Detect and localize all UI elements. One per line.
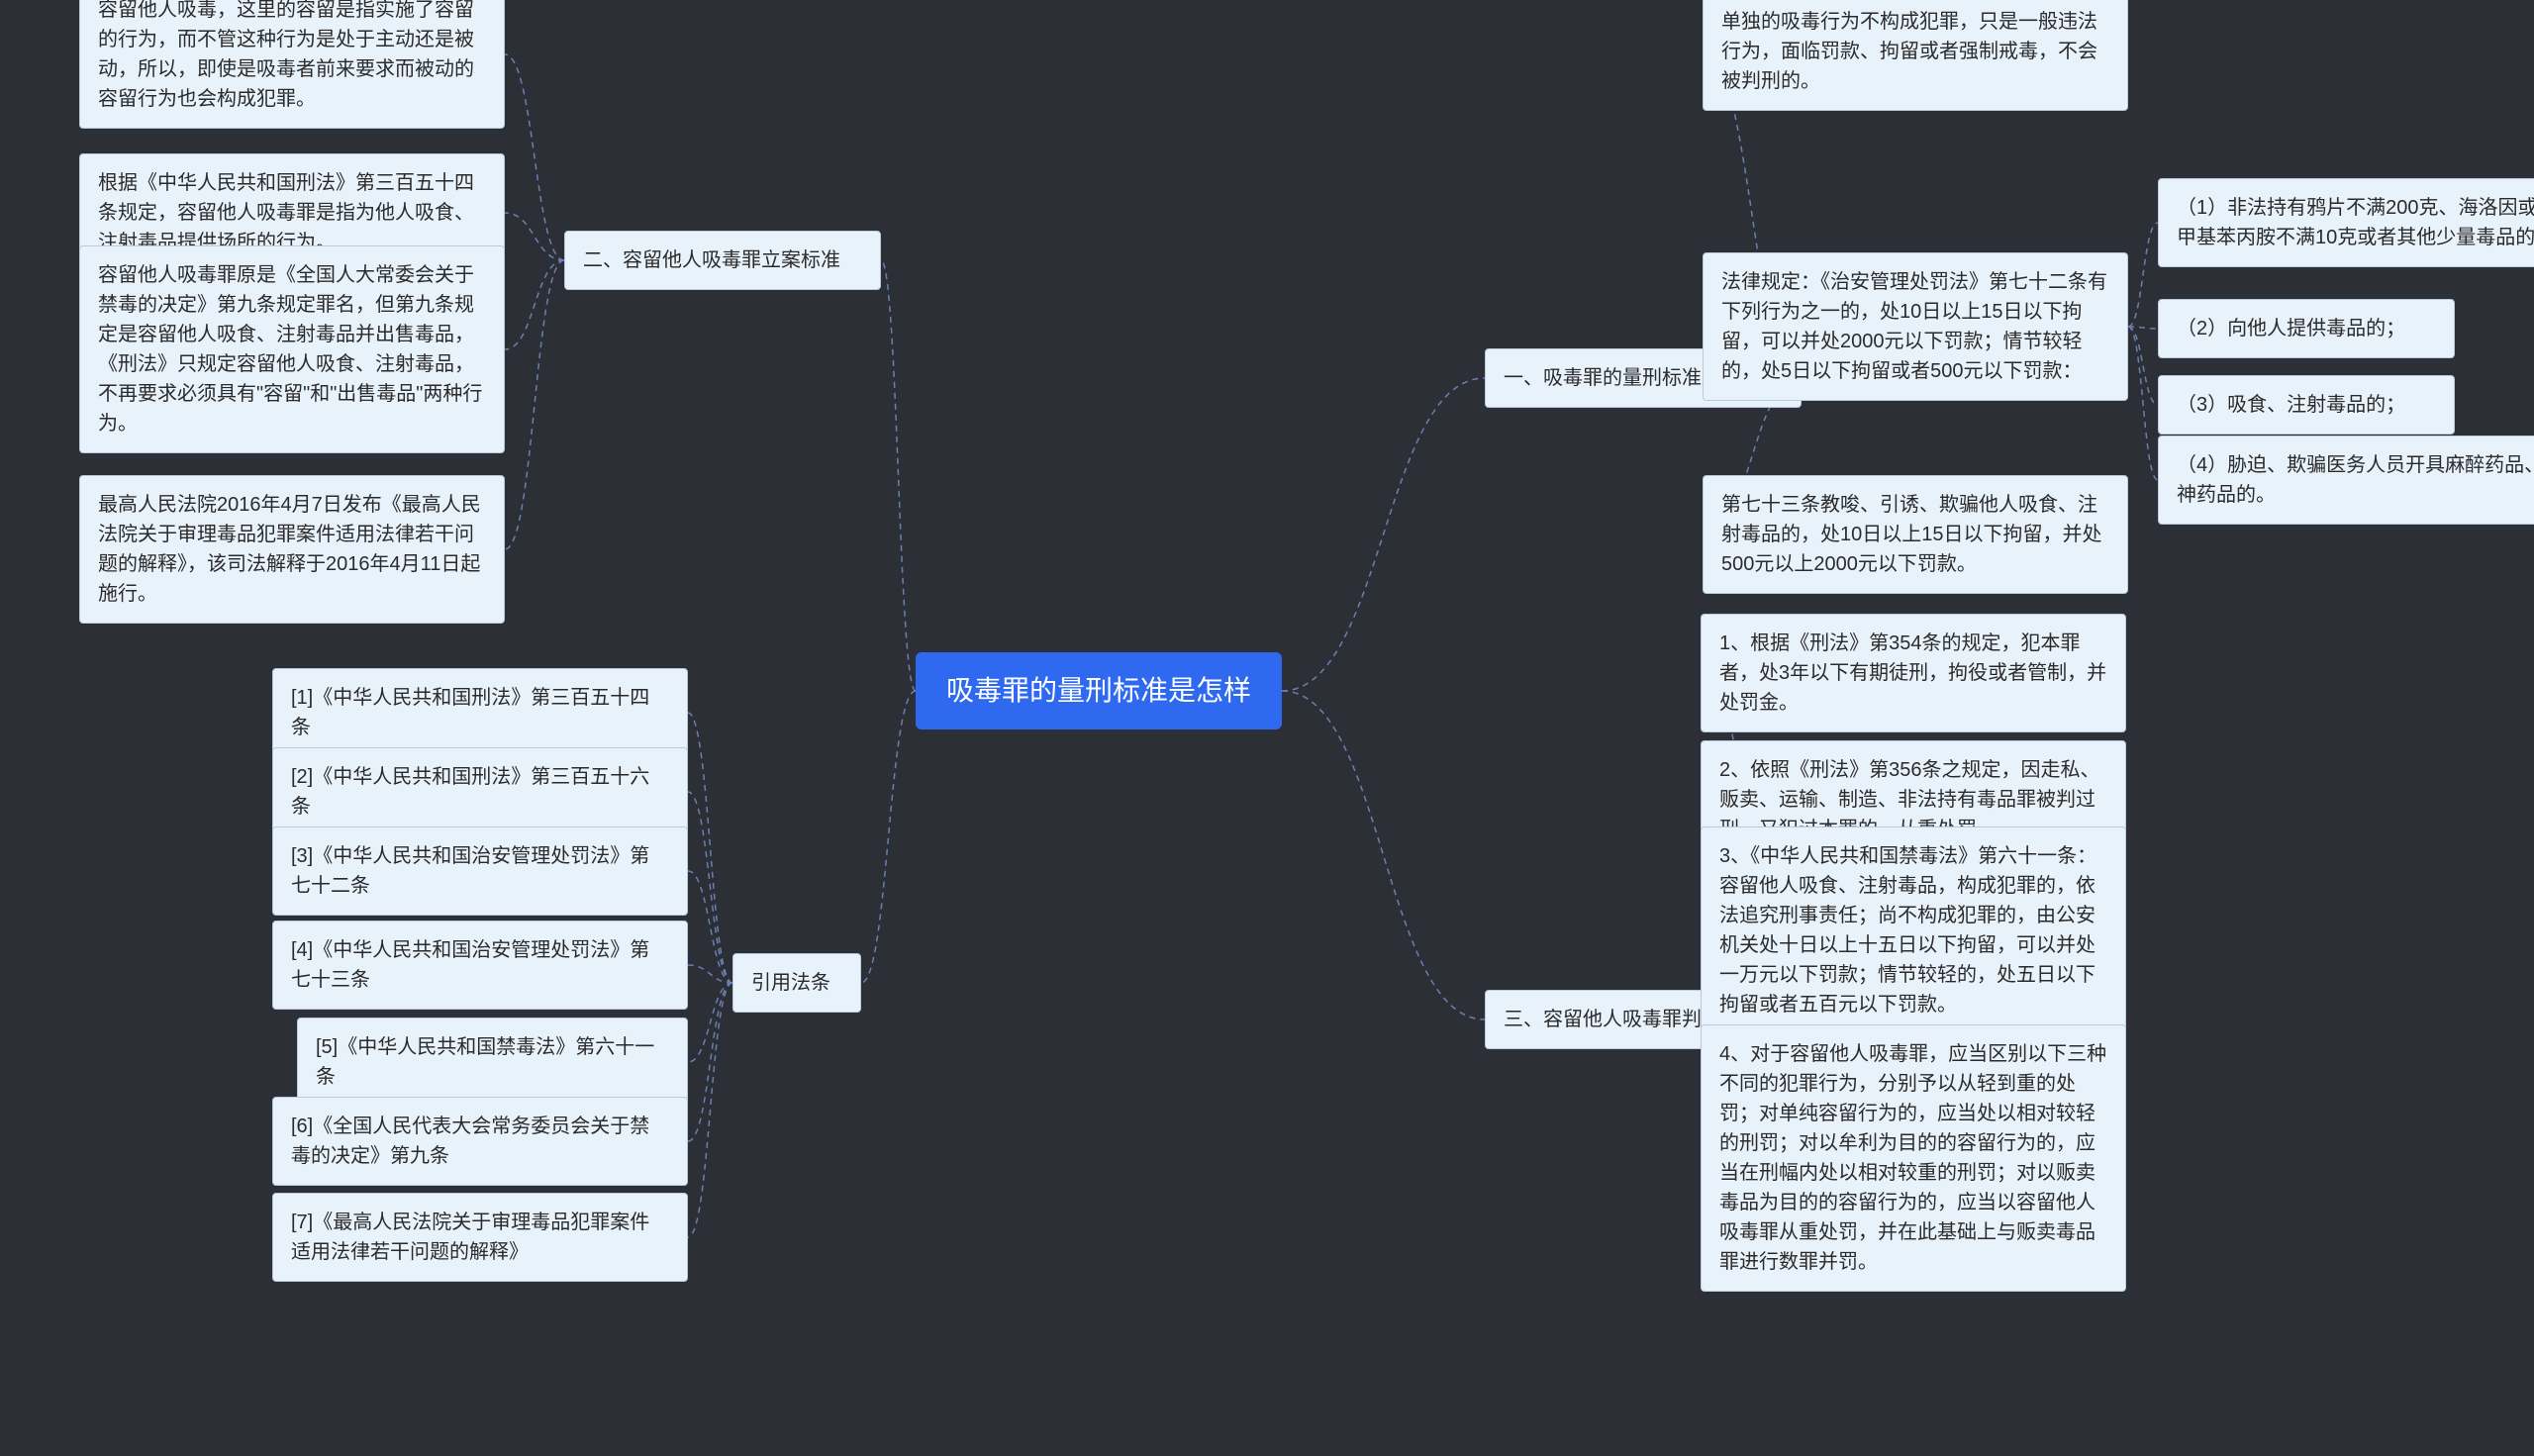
node-label: [3]《中华人民共和国治安管理处罚法》第七十二条 bbox=[291, 845, 649, 897]
branch-1-child-2-sub-2[interactable]: （2）向他人提供毒品的； bbox=[2158, 299, 2455, 358]
branch-1-child-3[interactable]: 第七十三条教唆、引诱、欺骗他人吸食、注射毒品的，处10日以上15日以下拘留，并处… bbox=[1703, 475, 2128, 594]
node-label: （1）非法持有鸦片不满200克、海洛因或者甲基苯丙胺不满10克或者其他少量毒品的… bbox=[2177, 197, 2534, 248]
branch-3-child-4[interactable]: 4、对于容留他人吸毒罪，应当区别以下三种不同的犯罪行为，分别予以从轻到重的处罚；… bbox=[1701, 1024, 2126, 1292]
branch-2[interactable]: 二、容留他人吸毒罪立案标准 bbox=[564, 231, 881, 290]
branch-4-child-1[interactable]: [1]《中华人民共和国刑法》第三百五十四条 bbox=[272, 668, 688, 757]
node-label: 法律规定：《治安管理处罚法》第七十二条有下列行为之一的，处10日以上15日以下拘… bbox=[1721, 271, 2107, 382]
branch-1-child-2[interactable]: 法律规定：《治安管理处罚法》第七十二条有下列行为之一的，处10日以上15日以下拘… bbox=[1703, 252, 2128, 401]
node-label: 最高人民法院2016年4月7日发布《最高人民法院关于审理毒品犯罪案件适用法律若干… bbox=[98, 494, 481, 605]
node-label: （2）向他人提供毒品的； bbox=[2177, 318, 2405, 340]
node-label: 第七十三条教唆、引诱、欺骗他人吸食、注射毒品的，处10日以上15日以下拘留，并处… bbox=[1721, 494, 2102, 575]
node-label: 容留他人吸毒，这里的容留是指实施了容留的行为，而不管这种行为是处于主动还是被动，… bbox=[98, 0, 474, 110]
mindmap-root[interactable]: 吸毒罪的量刑标准是怎样 bbox=[916, 652, 1282, 729]
node-label: （3）吸食、注射毒品的； bbox=[2177, 394, 2405, 416]
branch-1-child-2-sub-1[interactable]: （1）非法持有鸦片不满200克、海洛因或者甲基苯丙胺不满10克或者其他少量毒品的… bbox=[2158, 178, 2534, 267]
node-label: （4）胁迫、欺骗医务人员开具麻醉药品、精神药品的。 bbox=[2177, 454, 2534, 506]
branch-3-child-3[interactable]: 3、《中华人民共和国禁毒法》第六十一条：容留他人吸食、注射毒品，构成犯罪的，依法… bbox=[1701, 826, 2126, 1034]
branch-2-child-3[interactable]: 容留他人吸毒罪原是《全国人大常委会关于禁毒的决定》第九条规定罪名，但第九条规定是… bbox=[79, 245, 505, 453]
node-label: 3、《中华人民共和国禁毒法》第六十一条：容留他人吸食、注射毒品，构成犯罪的，依法… bbox=[1719, 845, 2096, 1016]
branch-1-child-2-sub-4[interactable]: （4）胁迫、欺骗医务人员开具麻醉药品、精神药品的。 bbox=[2158, 436, 2534, 525]
node-label: 吸毒罪的量刑标准是怎样 bbox=[946, 675, 1251, 706]
branch-2-child-1[interactable]: 容留他人吸毒，这里的容留是指实施了容留的行为，而不管这种行为是处于主动还是被动，… bbox=[79, 0, 505, 129]
branch-4-child-6[interactable]: [6]《全国人民代表大会常务委员会关于禁毒的决定》第九条 bbox=[272, 1097, 688, 1186]
node-label: [5]《中华人民共和国禁毒法》第六十一条 bbox=[316, 1036, 654, 1088]
branch-4-child-3[interactable]: [3]《中华人民共和国治安管理处罚法》第七十二条 bbox=[272, 826, 688, 916]
node-label: [2]《中华人民共和国刑法》第三百五十六条 bbox=[291, 766, 649, 818]
node-label: [1]《中华人民共和国刑法》第三百五十四条 bbox=[291, 687, 649, 738]
branch-4-child-7[interactable]: [7]《最高人民法院关于审理毒品犯罪案件适用法律若干问题的解释》 bbox=[272, 1193, 688, 1282]
node-label: 1、根据《刑法》第354条的规定，犯本罪者，处3年以下有期徒刑，拘役或者管制，并… bbox=[1719, 632, 2106, 714]
branch-1-child-2-sub-3[interactable]: （3）吸食、注射毒品的； bbox=[2158, 375, 2455, 435]
branch-4[interactable]: 引用法条 bbox=[732, 953, 861, 1013]
mindmap-canvas: 吸毒罪的量刑标准是怎样 一、吸毒罪的量刑标准是怎样 单独的吸毒行为不构成犯罪，只… bbox=[0, 0, 2534, 1456]
node-label: [4]《中华人民共和国治安管理处罚法》第七十三条 bbox=[291, 939, 649, 991]
node-label: 4、对于容留他人吸毒罪，应当区别以下三种不同的犯罪行为，分别予以从轻到重的处罚；… bbox=[1719, 1043, 2106, 1273]
branch-4-child-2[interactable]: [2]《中华人民共和国刑法》第三百五十六条 bbox=[272, 747, 688, 836]
branch-3-child-1[interactable]: 1、根据《刑法》第354条的规定，犯本罪者，处3年以下有期徒刑，拘役或者管制，并… bbox=[1701, 614, 2126, 732]
node-label: 引用法条 bbox=[751, 972, 830, 994]
node-label: 容留他人吸毒罪原是《全国人大常委会关于禁毒的决定》第九条规定罪名，但第九条规定是… bbox=[98, 264, 482, 435]
node-label: [7]《最高人民法院关于审理毒品犯罪案件适用法律若干问题的解释》 bbox=[291, 1212, 649, 1263]
branch-4-child-4[interactable]: [4]《中华人民共和国治安管理处罚法》第七十三条 bbox=[272, 921, 688, 1010]
branch-1-child-1[interactable]: 单独的吸毒行为不构成犯罪，只是一般违法行为，面临罚款、拘留或者强制戒毒，不会被判… bbox=[1703, 0, 2128, 111]
branch-2-child-4[interactable]: 最高人民法院2016年4月7日发布《最高人民法院关于审理毒品犯罪案件适用法律若干… bbox=[79, 475, 505, 624]
node-label: [6]《全国人民代表大会常务委员会关于禁毒的决定》第九条 bbox=[291, 1116, 649, 1167]
node-label: 根据《中华人民共和国刑法》第三百五十四条规定，容留他人吸毒罪是指为他人吸食、注射… bbox=[98, 172, 474, 253]
node-label: 二、容留他人吸毒罪立案标准 bbox=[583, 249, 840, 271]
branch-4-child-5[interactable]: [5]《中华人民共和国禁毒法》第六十一条 bbox=[297, 1018, 688, 1107]
node-label: 单独的吸毒行为不构成犯罪，只是一般违法行为，面临罚款、拘留或者强制戒毒，不会被判… bbox=[1721, 11, 2097, 92]
